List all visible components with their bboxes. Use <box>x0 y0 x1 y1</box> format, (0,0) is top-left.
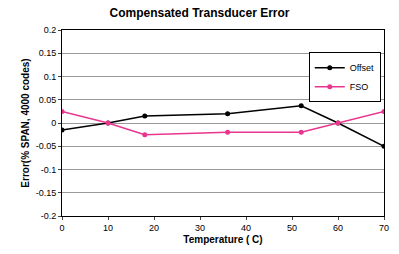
svg-text:0: 0 <box>59 223 64 233</box>
svg-text:40: 40 <box>241 223 251 233</box>
svg-text:FSO: FSO <box>350 82 369 92</box>
svg-text:Offset: Offset <box>350 63 374 73</box>
svg-text:Temperature ( C): Temperature ( C) <box>183 234 262 245</box>
svg-text:-0.2: -0.2 <box>41 211 57 221</box>
svg-text:Error(% SPAN, 4000 codes): Error(% SPAN, 4000 codes) <box>20 58 31 187</box>
svg-text:60: 60 <box>333 223 343 233</box>
svg-text:-0.05: -0.05 <box>36 141 57 151</box>
svg-text:70: 70 <box>379 223 389 233</box>
svg-text:0: 0 <box>51 118 56 128</box>
svg-text:30: 30 <box>195 223 205 233</box>
svg-text:0.05: 0.05 <box>39 95 57 105</box>
svg-text:0.15: 0.15 <box>39 48 57 58</box>
svg-text:10: 10 <box>103 223 113 233</box>
svg-text:-0.15: -0.15 <box>36 188 57 198</box>
svg-text:20: 20 <box>149 223 159 233</box>
svg-text:50: 50 <box>287 223 297 233</box>
svg-text:0.1: 0.1 <box>44 72 57 82</box>
svg-text:0.2: 0.2 <box>44 25 57 35</box>
svg-text:Compensated Transducer Error: Compensated Transducer Error <box>109 6 289 20</box>
svg-text:-0.1: -0.1 <box>41 165 57 175</box>
